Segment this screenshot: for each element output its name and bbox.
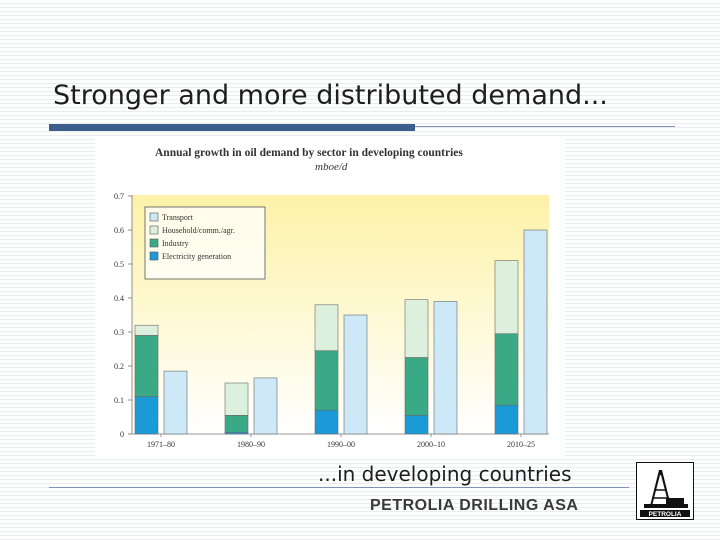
- legend-label: Industry: [162, 239, 189, 248]
- bar-segment: [494, 333, 519, 406]
- x-tick-label: 2010–25: [507, 440, 535, 449]
- y-tick-label: 0.4: [114, 294, 124, 303]
- legend-swatch: [149, 251, 159, 261]
- y-axis-ticks: 0 0.1 0.2 0.3 0.4 0.5 0.6 0.7: [114, 192, 132, 439]
- slide-caption: ...in developing countries: [318, 462, 572, 486]
- y-tick-label: 0.3: [114, 328, 124, 337]
- legend-swatch: [149, 225, 159, 235]
- y-tick-label: 0.6: [114, 226, 124, 235]
- chart-canvas: Annual growth in oil demand by sector in…: [95, 138, 565, 456]
- bar-segment: [224, 382, 249, 416]
- x-tick-label: 1971–80: [147, 440, 175, 449]
- title-underline-thick: [49, 124, 415, 131]
- x-tick-label: 2000–10: [417, 440, 445, 449]
- bar-segment: [404, 357, 429, 416]
- x-tick-label: 1990–00: [327, 440, 355, 449]
- bar-segment: [494, 404, 519, 435]
- y-tick-label: 0: [120, 430, 124, 439]
- bar-segment: [314, 304, 339, 352]
- chart-title: Annual growth in oil demand by sector in…: [155, 147, 463, 159]
- logo-text: PETROLIA: [649, 511, 682, 518]
- bar-segment: [134, 396, 159, 435]
- x-axis-labels: 1971–80 1980–90 1990–00 2000–10 2010–25: [147, 434, 535, 449]
- bar-transport: [523, 229, 548, 435]
- legend-label: Transport: [162, 213, 194, 222]
- bar-transport: [433, 301, 458, 435]
- legend-swatch: [149, 212, 159, 222]
- y-tick-label: 0.7: [114, 192, 124, 201]
- legend-box: [144, 206, 266, 280]
- bar-transport: [163, 370, 188, 435]
- slide-title: Stronger and more distributed demand...: [53, 80, 608, 111]
- bar-segment: [134, 324, 159, 336]
- title-underline-thin: [415, 126, 675, 127]
- bar-segment: [134, 335, 159, 397]
- bar-segment: [314, 409, 339, 435]
- legend-swatch: [149, 238, 159, 248]
- chart-legend: Transport Household/comm./agr. Industry Ele…: [144, 206, 266, 280]
- x-tick-label: 1980–90: [237, 440, 265, 449]
- footer-rule: [49, 487, 629, 488]
- company-name: PETROLIA DRILLING ASA: [370, 497, 579, 514]
- legend-label: Household/comm./agr.: [162, 226, 235, 235]
- legend-label: Electricity generation: [162, 252, 231, 261]
- oil-rig-icon: PETROLIA: [636, 462, 694, 520]
- bars-group: [134, 229, 548, 435]
- chart-subtitle: mboe/d: [315, 161, 348, 173]
- bar-segment: [224, 414, 249, 433]
- logo-graphic: PETROLIA: [636, 462, 694, 520]
- oil-demand-chart: Annual growth in oil demand by sector in…: [95, 138, 565, 456]
- bar-segment: [494, 260, 519, 334]
- bar-transport: [343, 314, 368, 435]
- y-tick-label: 0.2: [114, 362, 124, 371]
- bar-segment: [404, 414, 429, 435]
- bar-transport: [253, 377, 278, 435]
- bar-segment: [314, 350, 339, 411]
- bar-segment: [404, 299, 429, 358]
- y-tick-label: 0.1: [114, 396, 124, 405]
- y-tick-label: 0.5: [114, 260, 124, 269]
